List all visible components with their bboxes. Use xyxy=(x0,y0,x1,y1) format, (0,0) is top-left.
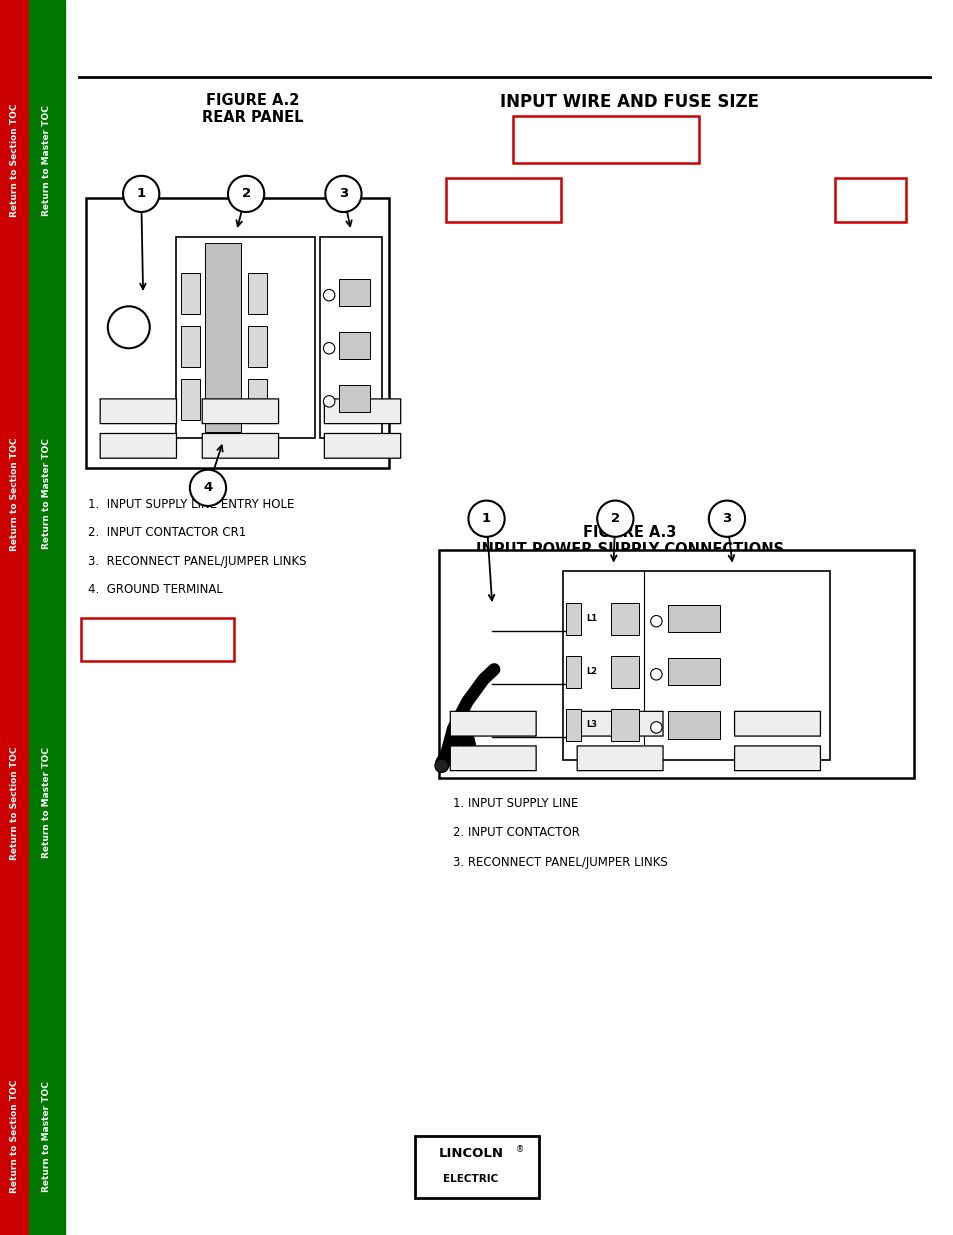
Circle shape xyxy=(228,175,264,212)
Bar xyxy=(565,603,580,635)
FancyBboxPatch shape xyxy=(577,746,662,771)
Bar xyxy=(181,379,200,420)
Bar xyxy=(562,571,829,760)
Circle shape xyxy=(323,342,335,354)
Bar xyxy=(610,603,639,635)
Text: 3. RECONNECT PANEL/JUMPER LINKS: 3. RECONNECT PANEL/JUMPER LINKS xyxy=(453,856,667,869)
Bar xyxy=(86,198,389,468)
Text: 1: 1 xyxy=(136,188,146,200)
Text: 3: 3 xyxy=(338,188,348,200)
Circle shape xyxy=(435,760,448,772)
Text: LINCOLN: LINCOLN xyxy=(437,1147,503,1160)
Bar xyxy=(338,332,370,359)
Bar xyxy=(513,116,699,163)
Bar xyxy=(248,379,267,420)
Text: ELECTRIC: ELECTRIC xyxy=(443,1174,497,1184)
FancyBboxPatch shape xyxy=(100,433,176,458)
FancyBboxPatch shape xyxy=(734,746,820,771)
Text: 2.  INPUT CONTACTOR CR1: 2. INPUT CONTACTOR CR1 xyxy=(88,526,246,540)
Circle shape xyxy=(650,615,661,627)
Bar xyxy=(446,178,560,222)
Circle shape xyxy=(468,500,504,537)
Text: FIGURE A.3
INPUT POWER SUPPLY CONNECTIONS: FIGURE A.3 INPUT POWER SUPPLY CONNECTION… xyxy=(476,525,782,557)
FancyBboxPatch shape xyxy=(577,711,662,736)
Bar xyxy=(0,0,29,1235)
Text: FIGURE A.2
REAR PANEL: FIGURE A.2 REAR PANEL xyxy=(202,93,303,125)
Bar xyxy=(338,279,370,306)
Bar xyxy=(319,237,381,438)
Bar xyxy=(610,709,639,741)
Text: 3: 3 xyxy=(721,513,731,525)
Text: Return to Master TOC: Return to Master TOC xyxy=(42,747,51,858)
Text: INPUT WIRE AND FUSE SIZE: INPUT WIRE AND FUSE SIZE xyxy=(499,93,759,111)
Text: Return to Section TOC: Return to Section TOC xyxy=(10,1079,19,1193)
Bar xyxy=(181,273,200,314)
Text: Return to Master TOC: Return to Master TOC xyxy=(42,438,51,550)
Bar xyxy=(565,656,580,688)
Bar xyxy=(29,0,65,1235)
Text: ®: ® xyxy=(516,1145,524,1155)
Bar xyxy=(565,709,580,741)
Bar xyxy=(667,711,720,739)
Text: 1. INPUT SUPPLY LINE: 1. INPUT SUPPLY LINE xyxy=(453,797,578,810)
FancyBboxPatch shape xyxy=(450,746,536,771)
Text: 4: 4 xyxy=(203,482,213,494)
FancyBboxPatch shape xyxy=(734,711,820,736)
FancyBboxPatch shape xyxy=(324,399,400,424)
Bar xyxy=(438,550,913,778)
Circle shape xyxy=(190,469,226,506)
Text: L2: L2 xyxy=(585,667,597,677)
Circle shape xyxy=(708,500,744,537)
Text: 1.  INPUT SUPPLY LINE ENTRY HOLE: 1. INPUT SUPPLY LINE ENTRY HOLE xyxy=(88,498,294,511)
Text: Return to Section TOC: Return to Section TOC xyxy=(10,437,19,551)
Text: Return to Section TOC: Return to Section TOC xyxy=(10,746,19,860)
Circle shape xyxy=(323,395,335,408)
FancyBboxPatch shape xyxy=(324,433,400,458)
Bar xyxy=(248,326,267,367)
Bar xyxy=(176,237,314,438)
Bar xyxy=(181,326,200,367)
FancyBboxPatch shape xyxy=(202,433,278,458)
Text: 2: 2 xyxy=(241,188,251,200)
Circle shape xyxy=(325,175,361,212)
FancyBboxPatch shape xyxy=(202,399,278,424)
Text: Return to Master TOC: Return to Master TOC xyxy=(42,105,51,216)
Bar xyxy=(834,178,905,222)
Text: Return to Master TOC: Return to Master TOC xyxy=(42,1081,51,1192)
Text: L1: L1 xyxy=(585,614,597,624)
Bar xyxy=(667,605,720,632)
Text: 2. INPUT CONTACTOR: 2. INPUT CONTACTOR xyxy=(453,826,579,840)
Bar xyxy=(81,618,233,661)
Text: 4.  GROUND TERMINAL: 4. GROUND TERMINAL xyxy=(88,583,222,597)
Text: 2: 2 xyxy=(610,513,619,525)
Circle shape xyxy=(323,289,335,301)
Bar xyxy=(205,243,241,432)
FancyBboxPatch shape xyxy=(450,711,536,736)
Bar xyxy=(338,385,370,412)
Circle shape xyxy=(650,668,661,680)
Text: 3.  RECONNECT PANEL/JUMPER LINKS: 3. RECONNECT PANEL/JUMPER LINKS xyxy=(88,555,306,568)
FancyBboxPatch shape xyxy=(100,399,176,424)
Bar xyxy=(415,1136,538,1198)
Text: L3: L3 xyxy=(585,720,597,730)
Circle shape xyxy=(597,500,633,537)
Circle shape xyxy=(650,721,661,734)
Circle shape xyxy=(123,175,159,212)
Text: Return to Section TOC: Return to Section TOC xyxy=(10,104,19,217)
Circle shape xyxy=(108,306,150,348)
Bar xyxy=(248,273,267,314)
Bar xyxy=(667,658,720,685)
Text: 1: 1 xyxy=(481,513,491,525)
Bar xyxy=(610,656,639,688)
